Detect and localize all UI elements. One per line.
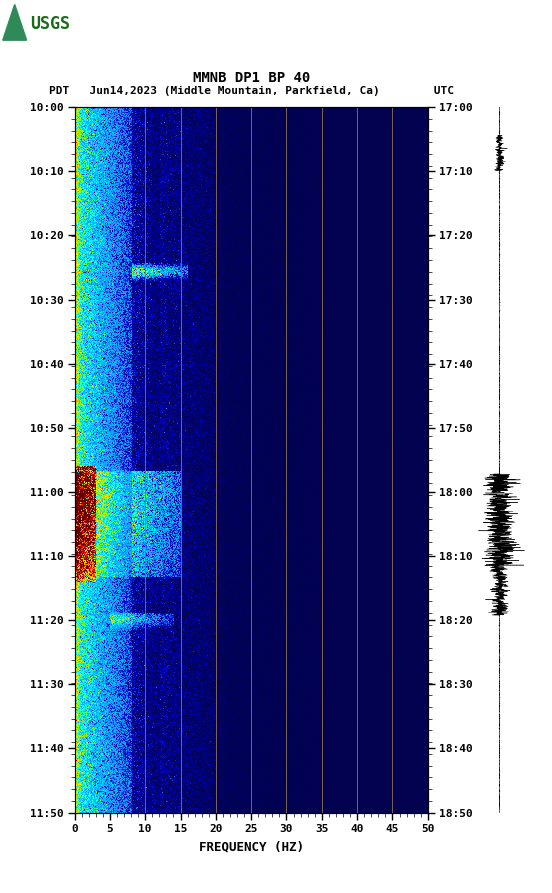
Polygon shape <box>3 4 26 40</box>
Text: PDT   Jun14,2023 (Middle Mountain, Parkfield, Ca)        UTC: PDT Jun14,2023 (Middle Mountain, Parkfie… <box>49 87 454 96</box>
Text: MMNB DP1 BP 40: MMNB DP1 BP 40 <box>193 71 310 85</box>
X-axis label: FREQUENCY (HZ): FREQUENCY (HZ) <box>199 840 304 853</box>
Text: USGS: USGS <box>30 15 71 33</box>
